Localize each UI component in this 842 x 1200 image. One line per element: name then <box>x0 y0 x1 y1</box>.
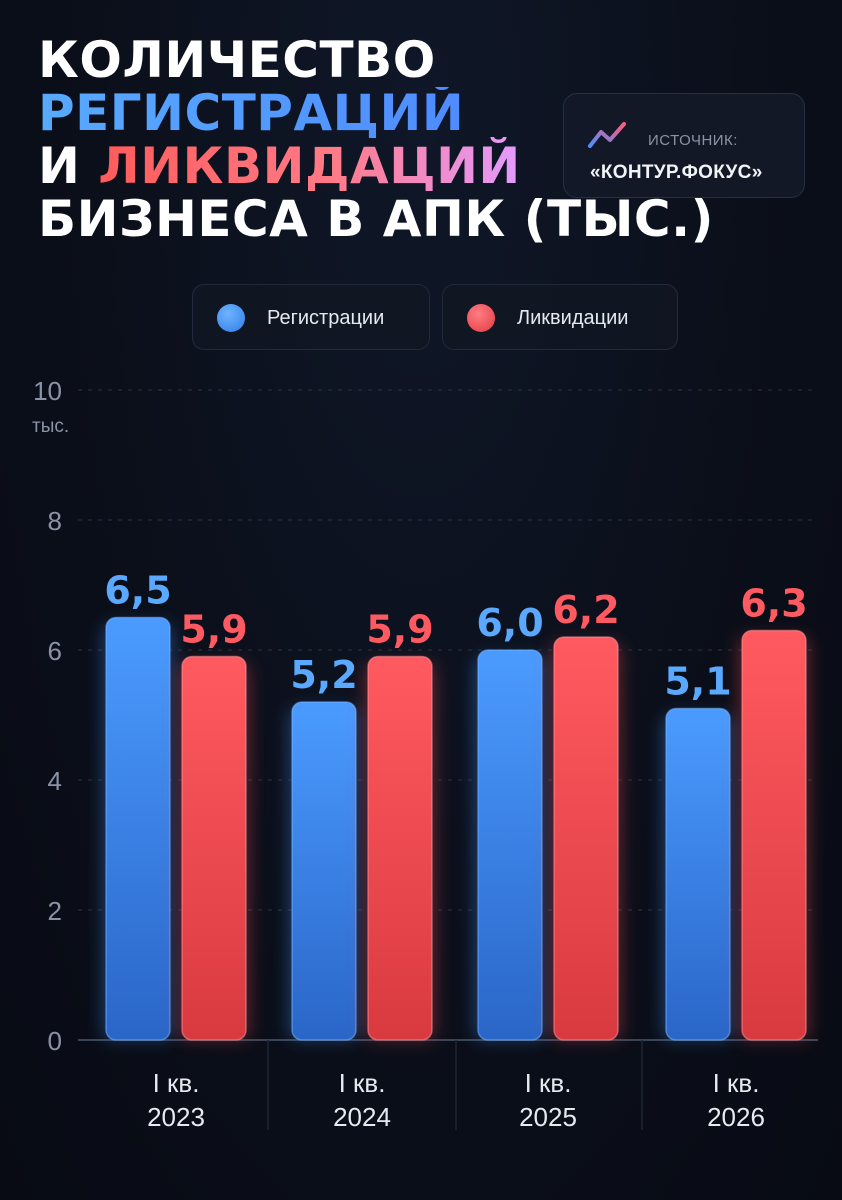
legend-item-liquidations: Ликвидации <box>442 284 678 350</box>
x-tick-label-year: 2025 <box>519 1102 577 1132</box>
data-label-registrations: 5,2 <box>290 653 357 697</box>
legend-label-registrations: Регистрации <box>267 307 385 329</box>
source-card: ИСТОЧНИК: «КОНТУР.ФОКУС» <box>563 93 805 198</box>
title-line-1: КОЛИЧЕСТВО <box>38 31 436 89</box>
y-tick-label: 10 <box>33 376 62 406</box>
bar-liquidations <box>181 655 247 1041</box>
trend-line-icon <box>588 122 626 148</box>
y-tick-label: 8 <box>48 506 62 536</box>
legend-item-registrations: Регистрации <box>192 284 430 350</box>
x-tick-label-quarter: I кв. <box>713 1068 760 1098</box>
bar-liquidations <box>741 629 807 1041</box>
source-label: ИСТОЧНИК: <box>648 132 738 149</box>
data-label-liquidations: 6,2 <box>552 588 619 632</box>
bar-liquidations <box>553 636 619 1041</box>
title-line-2: РЕГИСТРАЦИЙ <box>38 87 714 140</box>
data-label-liquidations: 6,3 <box>740 582 807 626</box>
y-tick-label: 6 <box>48 636 62 666</box>
y-tick-label: 0 <box>48 1026 62 1056</box>
bar-registrations <box>665 707 731 1041</box>
x-tick-label-quarter: I кв. <box>153 1068 200 1098</box>
bar-registrations <box>105 616 171 1041</box>
data-label-liquidations: 5,9 <box>180 608 247 652</box>
legend-label-liquidations: Ликвидации <box>517 307 629 329</box>
title-line-4: БИЗНЕСА В АПК (ТЫС.) <box>38 190 714 248</box>
x-tick-label-year: 2024 <box>333 1102 391 1132</box>
x-tick-label-year: 2023 <box>147 1102 205 1132</box>
bar-registrations <box>477 649 543 1041</box>
x-tick-label-year: 2026 <box>707 1102 765 1132</box>
title-line-3-prefix: И <box>38 137 99 195</box>
data-label-registrations: 6,5 <box>104 569 171 613</box>
title-line-3-highlight: ЛИКВИДАЦИЙ <box>98 137 521 195</box>
y-tick-label: 2 <box>48 896 62 926</box>
bar-liquidations <box>367 655 433 1041</box>
y-axis-unit-label: тыс. <box>32 416 69 437</box>
title-line-3: И ЛИКВИДАЦИЙ <box>38 140 714 193</box>
legend-dot-liquidations <box>467 304 495 332</box>
data-label-registrations: 6,0 <box>476 601 543 645</box>
data-label-registrations: 5,1 <box>664 660 731 704</box>
y-tick-label: 4 <box>48 766 62 796</box>
chart-title: КОЛИЧЕСТВО РЕГИСТРАЦИЙ И ЛИКВИДАЦИЙ БИЗН… <box>38 34 714 246</box>
data-label-liquidations: 5,9 <box>366 608 433 652</box>
x-tick-label-quarter: I кв. <box>339 1068 386 1098</box>
x-tick-label-quarter: I кв. <box>525 1068 572 1098</box>
legend-dot-registrations <box>217 304 245 332</box>
bar-registrations <box>291 701 357 1041</box>
source-name: «КОНТУР.ФОКУС» <box>590 162 763 183</box>
